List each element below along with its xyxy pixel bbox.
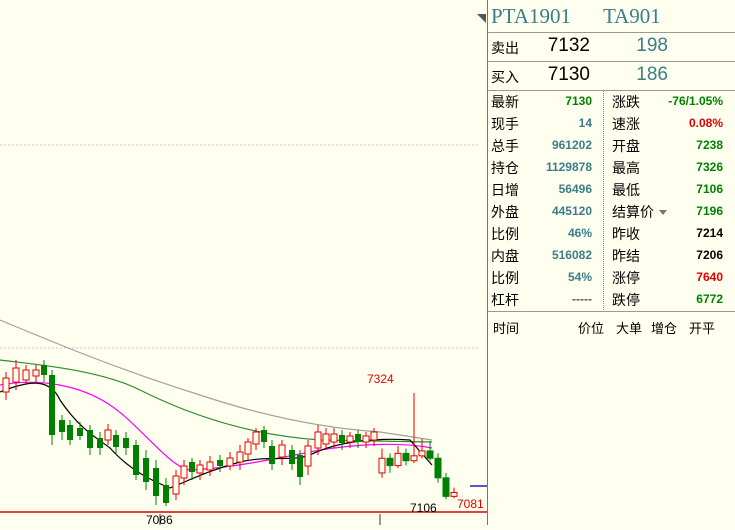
quote-label: 最高 xyxy=(612,160,640,176)
dropdown-arrow-icon[interactable] xyxy=(659,210,667,215)
candle xyxy=(418,438,426,459)
quote-value: 7130 xyxy=(565,94,592,108)
quote-label: 持仓 xyxy=(491,160,519,176)
candle xyxy=(442,472,450,500)
quote-value: 0.08% xyxy=(688,116,723,130)
price-line-label: 7081 xyxy=(457,497,484,511)
sell-row[interactable]: 卖出 7132 198 xyxy=(488,32,735,62)
candle xyxy=(426,441,434,461)
quote-table: 最新 7130 涨跌 -76/1.05% 现手 14 速涨 0.08% 总手 9… xyxy=(488,90,735,312)
quote-value: 7238 xyxy=(696,138,723,152)
quote-value: 6772 xyxy=(696,292,723,306)
quote-value: -76/1.05% xyxy=(668,94,723,108)
buy-row[interactable]: 买入 7130 186 xyxy=(488,61,735,91)
column-header-price[interactable]: 价位 xyxy=(578,321,605,336)
quote-label: 速涨 xyxy=(612,116,640,132)
quote-value: 961202 xyxy=(551,138,592,152)
kline-chart-svg[interactable]: 7324 7106 7086 7081 xyxy=(0,0,487,527)
high-label: 7324 xyxy=(367,372,394,386)
sell-price: 7132 xyxy=(547,35,590,56)
quote-label: 跌停 xyxy=(612,292,640,308)
instrument-code: PTA1901 xyxy=(491,4,571,28)
quote-label: 外盘 xyxy=(491,204,519,220)
quote-row: 日增 56496 最低 7106 xyxy=(488,178,735,200)
quote-label: 开盘 xyxy=(612,138,640,154)
quote-label: 结算价 xyxy=(612,204,654,220)
ma-line-60 xyxy=(0,319,433,441)
instrument-alias: TA901 xyxy=(603,4,661,28)
quote-row: 最新 7130 涨跌 -76/1.05% xyxy=(488,90,735,112)
quote-row: 比例 54% 涨停 7640 xyxy=(488,266,735,288)
sell-volume: 198 xyxy=(636,35,668,56)
buy-label: 买入 xyxy=(491,69,519,85)
quote-value: ----- xyxy=(572,292,592,306)
quote-label: 总手 xyxy=(491,138,519,154)
quote-label: 现手 xyxy=(491,116,519,132)
quote-row: 比例 46% 昨收 7214 xyxy=(488,222,735,244)
candle xyxy=(402,448,410,466)
quote-label: 涨停 xyxy=(612,270,640,286)
corner-triangle-icon xyxy=(477,14,486,23)
quote-value: 56496 xyxy=(558,182,592,196)
buy-price: 7130 xyxy=(547,64,590,85)
quote-label: 日增 xyxy=(491,182,519,198)
candle xyxy=(434,453,442,483)
quote-row: 内盘 516082 昨结 7206 xyxy=(488,244,735,266)
quote-value: 445120 xyxy=(551,204,592,218)
quote-row: 现手 14 速涨 0.08% xyxy=(488,112,735,134)
quote-row: 杠杆 ----- 跌停 6772 xyxy=(488,288,735,310)
quote-value: 7214 xyxy=(696,226,723,240)
quote-value: 1129878 xyxy=(545,160,592,174)
candle xyxy=(394,446,402,469)
quote-value: 7106 xyxy=(696,182,723,196)
column-header-oi-change[interactable]: 增仓 xyxy=(651,321,678,336)
quote-value: 7326 xyxy=(696,160,723,174)
quote-value: 46% xyxy=(567,226,592,240)
candle xyxy=(410,392,418,464)
quote-label: 昨结 xyxy=(612,248,640,264)
low-label: 7106 xyxy=(410,501,437,515)
kline-chart[interactable]: 7324 7106 7086 7081 xyxy=(0,0,487,527)
recent-candles xyxy=(378,392,458,500)
quote-value: 7196 xyxy=(696,204,723,218)
buy-volume: 186 xyxy=(636,64,668,85)
quote-label: 最新 xyxy=(491,94,519,110)
sell-label: 卖出 xyxy=(491,40,519,56)
quote-divider xyxy=(603,90,604,312)
quote-row: 持仓 1129878 最高 7326 xyxy=(488,156,735,178)
quote-label: 比例 xyxy=(491,270,519,286)
quote-value: 7640 xyxy=(696,270,723,284)
quote-label: 内盘 xyxy=(491,248,519,264)
candle xyxy=(386,453,394,473)
quote-row: 外盘 445120 结算价 7196 xyxy=(488,200,735,222)
quote-panel: PTA1901 TA901 卖出 7132 198 买入 7130 186 最新… xyxy=(487,0,735,525)
instrument-header: PTA1901 TA901 xyxy=(488,0,735,33)
quote-label: 昨收 xyxy=(612,226,640,242)
quote-value: 516082 xyxy=(551,248,592,262)
quote-label: 杠杆 xyxy=(491,292,519,308)
divider xyxy=(488,311,735,312)
quote-value: 54% xyxy=(567,270,592,284)
quote-value: 7206 xyxy=(696,248,723,262)
column-header-open-close[interactable]: 开平 xyxy=(689,321,716,336)
column-header-time[interactable]: 时间 xyxy=(493,321,520,336)
candle xyxy=(378,448,386,478)
prev-low-label: 7086 xyxy=(146,513,173,525)
candle xyxy=(450,487,458,499)
quote-row: 总手 961202 开盘 7238 xyxy=(488,134,735,156)
column-header-big-order[interactable]: 大单 xyxy=(616,321,643,336)
quote-value: 14 xyxy=(578,116,592,130)
quote-label: 最低 xyxy=(612,182,640,198)
quote-label: 涨跌 xyxy=(612,94,640,110)
quote-label: 比例 xyxy=(491,226,519,242)
history-candles xyxy=(2,360,378,506)
